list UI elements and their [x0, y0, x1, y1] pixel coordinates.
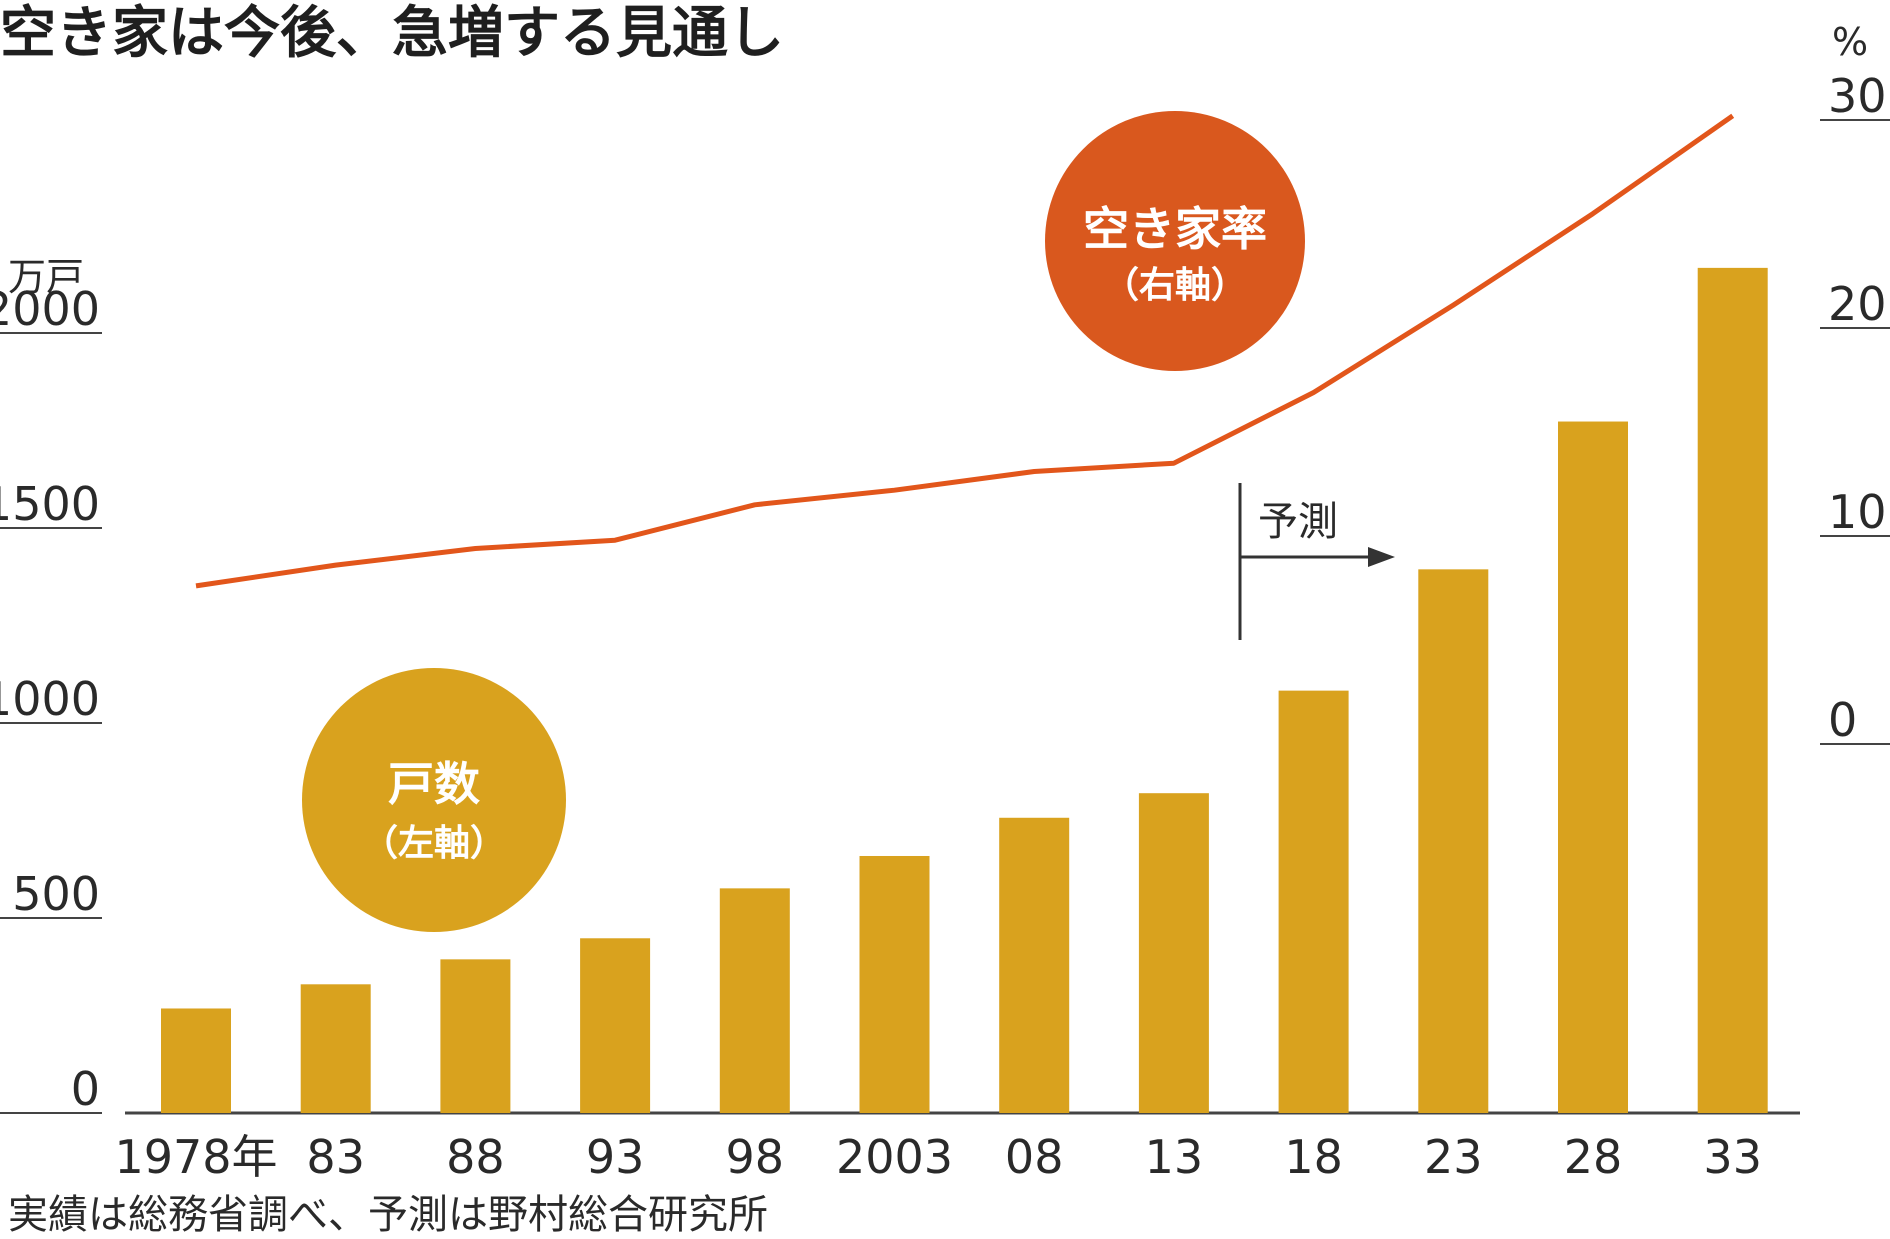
x-tick-label: 1978年: [114, 1130, 277, 1184]
bar: [440, 959, 511, 1113]
forecast-label: 予測: [1258, 499, 1338, 545]
bar: [161, 1008, 231, 1113]
x-tick-label: 13: [1145, 1130, 1204, 1184]
x-tick-label: 08: [1005, 1130, 1064, 1184]
left-tick-label: 1500: [0, 477, 100, 531]
x-tick-label: 83: [306, 1130, 365, 1184]
legend-rate-name: 空き家率: [1083, 202, 1267, 256]
bar: [1418, 569, 1489, 1113]
bar: [1138, 793, 1209, 1113]
legend-rate-axis: （右軸）: [1103, 265, 1247, 306]
forecast-marker: 予測: [1238, 483, 1395, 640]
legend-badge-rate-circle: [1045, 111, 1305, 371]
x-tick-label: 33: [1703, 1130, 1762, 1184]
chart-title: 空き家は今後、急増する見通し: [0, 1, 784, 66]
bar: [300, 984, 371, 1113]
legend-badge-units: 戸数 （左軸）: [302, 668, 566, 932]
bar: [1558, 421, 1628, 1113]
line-series-vacancy-rate: [195, 113, 1735, 589]
right-tick-label: 10: [1828, 485, 1887, 539]
x-axis-ticks: 1978年 83 88 93 98 2003 08 13 18 23 28 33: [114, 1130, 1762, 1184]
legend-badge-vacancy-rate: 空き家率 （右軸）: [1045, 111, 1305, 371]
right-tick-label: 0: [1828, 693, 1857, 747]
left-axis-ticks: 0 500 1000 1500 2000: [0, 282, 102, 1116]
left-tick-label: 0: [71, 1062, 100, 1116]
left-tick-label: 1000: [0, 672, 100, 726]
x-tick-label: 98: [726, 1130, 785, 1184]
legend-units-axis: （左軸）: [362, 823, 506, 864]
bar: [719, 888, 790, 1113]
right-tick-label: 30: [1828, 69, 1887, 123]
legend-units-name: 戸数: [388, 757, 480, 811]
bar: [859, 855, 930, 1113]
x-tick-label: 23: [1424, 1130, 1483, 1184]
bar: [1278, 690, 1349, 1113]
source-note: 実績は総務省調べ、予測は野村総合研究所: [8, 1192, 768, 1238]
x-tick-label: 18: [1284, 1130, 1343, 1184]
left-tick-label: 500: [12, 867, 100, 921]
x-tick-label: 28: [1564, 1130, 1623, 1184]
x-tick-label: 88: [446, 1130, 505, 1184]
right-axis-unit: %: [1832, 20, 1868, 64]
left-axis-unit: 万戸: [8, 255, 84, 299]
bar-series-units: [161, 267, 1768, 1113]
bar: [999, 817, 1070, 1113]
x-tick-label: 93: [586, 1130, 645, 1184]
legend-badge-units-circle: [302, 668, 566, 932]
left-tick-label: 2000: [0, 282, 100, 336]
right-axis-ticks: 0 10 20 30: [1820, 69, 1890, 747]
bar: [580, 938, 651, 1113]
forecast-arrow-head: [1368, 547, 1395, 567]
bar: [1697, 267, 1768, 1113]
x-tick-label: 2003: [836, 1130, 953, 1184]
right-tick-label: 20: [1828, 277, 1887, 331]
